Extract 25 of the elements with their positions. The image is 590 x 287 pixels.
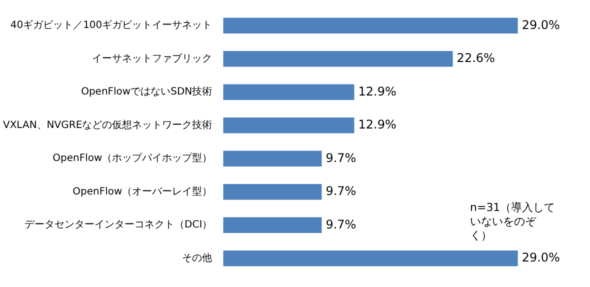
bar xyxy=(223,51,453,67)
y-tick-label: OpenFlow（オーバーレイ型） xyxy=(72,185,212,198)
bar xyxy=(223,150,322,166)
y-tick-label: VXLAN、NVGREなどの仮想ネットワーク技術 xyxy=(2,118,212,131)
y-tick-label: OpenFlowではないSDN技術 xyxy=(81,86,212,98)
data-label: 9.7% xyxy=(326,217,356,232)
bar xyxy=(223,18,518,34)
bar xyxy=(223,250,518,266)
bar xyxy=(223,217,322,233)
data-label: 9.7% xyxy=(326,150,356,165)
bar xyxy=(223,184,322,200)
bar xyxy=(223,118,354,134)
annotation: n=31（導入していないをのぞく） xyxy=(470,201,556,243)
y-tick-label: データセンターインターコネクト（DCI） xyxy=(24,220,212,231)
data-label: 29.0% xyxy=(522,250,560,264)
data-label: 12.9% xyxy=(358,118,396,132)
y-tick-label: 40ギガビット／100ギガビットイーサネット xyxy=(10,19,212,32)
data-label: 22.6% xyxy=(456,51,495,65)
y-tick-label: その他 xyxy=(182,252,212,264)
data-label: 9.7% xyxy=(326,184,356,198)
bar xyxy=(223,84,354,100)
y-tick-label: イーサネットファブリック xyxy=(92,52,212,64)
data-label: 12.9% xyxy=(358,84,396,98)
y-tick-label: OpenFlow（ホップバイホップ型） xyxy=(52,152,212,164)
data-label: 29.0% xyxy=(522,18,560,32)
